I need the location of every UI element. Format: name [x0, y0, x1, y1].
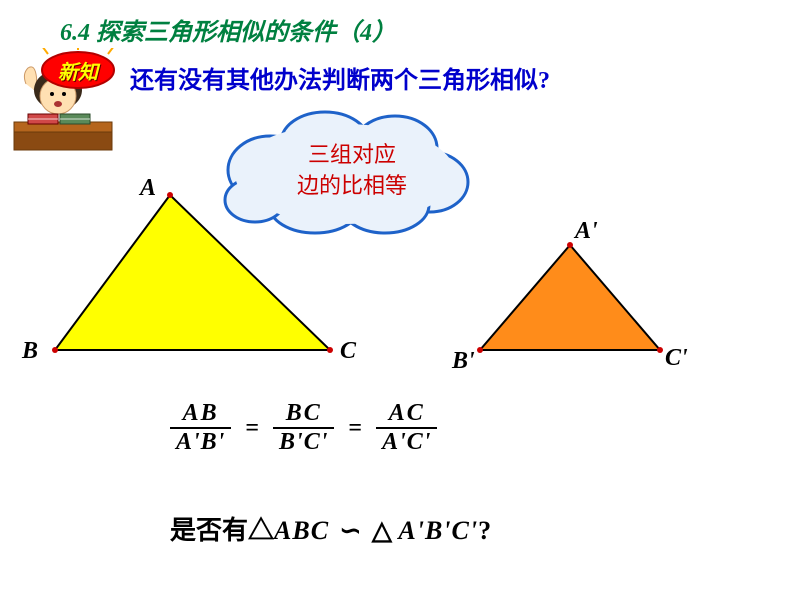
new-knowledge-badge: 新知: [38, 48, 118, 97]
cloud-line2: 边的比相等: [297, 173, 407, 198]
frac2-den: B'C': [273, 429, 334, 456]
frac2-num: BC: [273, 400, 334, 429]
conclusion-t1: ABC: [274, 516, 329, 545]
conclusion-t2: A'B'C': [392, 516, 478, 545]
conclusion-mid: △: [372, 516, 392, 545]
frac1-num: AB: [170, 400, 231, 429]
frac1-den: A'B': [170, 429, 231, 456]
label-a-prime: A': [575, 218, 598, 245]
equals-2: =: [340, 415, 370, 442]
label-b-prime: B': [452, 348, 475, 375]
equals-1: =: [237, 415, 267, 442]
conclusion-prefix: 是否有△: [170, 516, 274, 545]
frac3-den: A'C': [376, 429, 437, 456]
frac3-num: AC: [376, 400, 437, 429]
fraction-2: BC B'C': [273, 400, 334, 456]
fraction-1: AB A'B': [170, 400, 231, 456]
cloud-text: 三组对应 边的比相等: [277, 140, 427, 202]
similar-symbol: ∽: [336, 516, 366, 545]
conclusion-question: 是否有△ABC ∽ △ A'B'C'?: [170, 510, 491, 547]
fraction-3: AC A'C': [376, 400, 437, 456]
label-c-prime: C': [665, 345, 688, 372]
cloud-line1: 三组对应: [308, 142, 396, 167]
ratio-formula: AB A'B' = BC B'C' = AC A'C': [170, 400, 437, 456]
badge-text: 新知: [38, 56, 118, 85]
conclusion-suffix: ?: [478, 516, 491, 545]
